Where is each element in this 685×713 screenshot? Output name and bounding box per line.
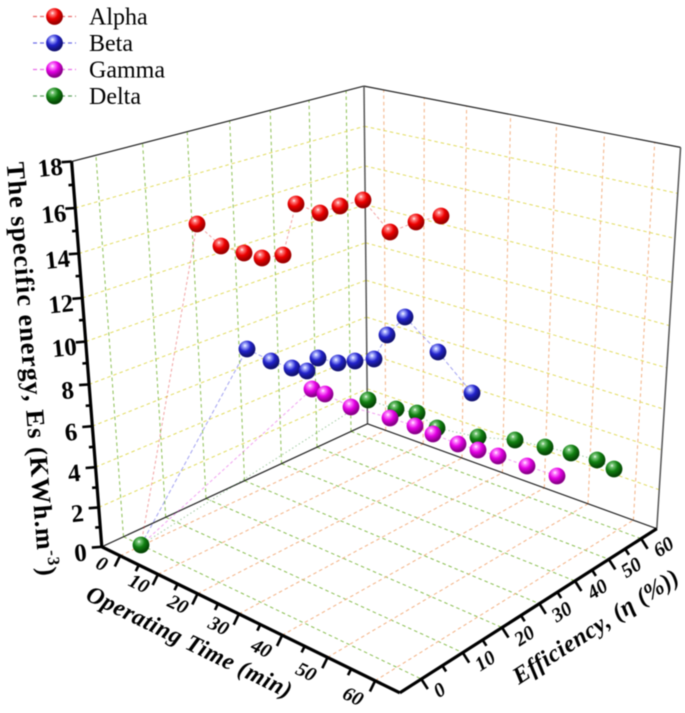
svg-text:12: 12 [47,290,75,319]
svg-text:Beta: Beta [89,31,133,57]
svg-text:16: 16 [40,200,68,229]
svg-text:Delta: Delta [89,84,141,110]
svg-text:18: 18 [36,154,64,183]
svg-text:10: 10 [51,334,79,363]
svg-text:14: 14 [44,245,72,275]
svg-text:Alpha: Alpha [89,5,148,31]
svg-text:Gamma: Gamma [89,58,165,84]
